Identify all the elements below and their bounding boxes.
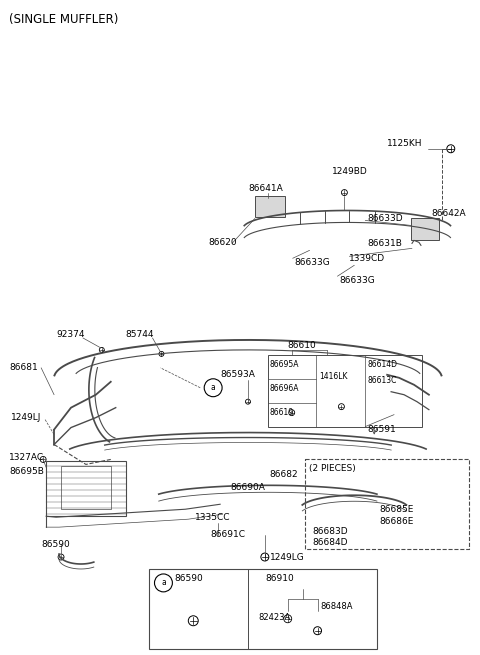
Text: 86590: 86590 — [174, 574, 203, 583]
Text: 86633D: 86633D — [367, 214, 403, 223]
Text: 86682: 86682 — [270, 470, 299, 479]
Text: 1327AC: 1327AC — [9, 453, 45, 462]
Bar — [411, 219, 439, 240]
Text: 86683D: 86683D — [312, 527, 348, 536]
Text: 1335CC: 1335CC — [195, 513, 231, 521]
Text: 1249LG: 1249LG — [270, 553, 305, 561]
Text: (SINGLE MUFFLER): (SINGLE MUFFLER) — [9, 13, 119, 26]
Text: 86614D: 86614D — [367, 360, 397, 369]
Text: 1249LJ: 1249LJ — [12, 413, 42, 422]
Text: 86681: 86681 — [9, 364, 38, 372]
Text: a: a — [161, 578, 166, 588]
Text: 86620: 86620 — [208, 238, 237, 247]
Text: 86695A: 86695A — [270, 360, 300, 369]
Bar — [46, 461, 126, 516]
Text: 86593A: 86593A — [220, 370, 255, 379]
Text: 1249BD: 1249BD — [332, 166, 367, 176]
Text: 86619: 86619 — [270, 408, 294, 417]
Text: 1125KH: 1125KH — [387, 140, 423, 148]
Text: 86641A: 86641A — [248, 183, 283, 193]
Text: 82423A: 82423A — [258, 613, 290, 622]
Text: 92374: 92374 — [56, 331, 84, 339]
Text: 86684D: 86684D — [312, 538, 348, 546]
Text: a: a — [211, 383, 216, 392]
Text: 85744: 85744 — [126, 331, 154, 339]
Text: 86910: 86910 — [266, 574, 295, 583]
Text: 86686E: 86686E — [379, 517, 414, 526]
Text: 86685E: 86685E — [379, 505, 414, 514]
Text: 86633G: 86633G — [339, 276, 375, 285]
Text: 86691C: 86691C — [210, 530, 245, 538]
Text: 86696A: 86696A — [270, 384, 300, 393]
Text: 86642A: 86642A — [431, 209, 466, 218]
Text: 86695B: 86695B — [9, 467, 44, 476]
Text: 1339CD: 1339CD — [349, 253, 385, 263]
Bar — [148, 569, 377, 648]
Text: 1416LK: 1416LK — [320, 372, 348, 381]
Bar — [61, 466, 111, 509]
Bar — [305, 459, 468, 549]
Bar — [255, 196, 285, 217]
Text: 86610: 86610 — [288, 341, 316, 350]
Text: 86690A: 86690A — [230, 483, 265, 492]
Text: 86613C: 86613C — [367, 376, 396, 385]
Bar — [268, 355, 422, 426]
Text: (2 PIECES): (2 PIECES) — [309, 464, 355, 474]
Text: 86633G: 86633G — [295, 258, 330, 267]
Text: 86591: 86591 — [367, 425, 396, 434]
Text: 86631B: 86631B — [367, 239, 402, 248]
Text: 86590: 86590 — [41, 540, 70, 549]
Text: 86848A: 86848A — [321, 602, 353, 611]
